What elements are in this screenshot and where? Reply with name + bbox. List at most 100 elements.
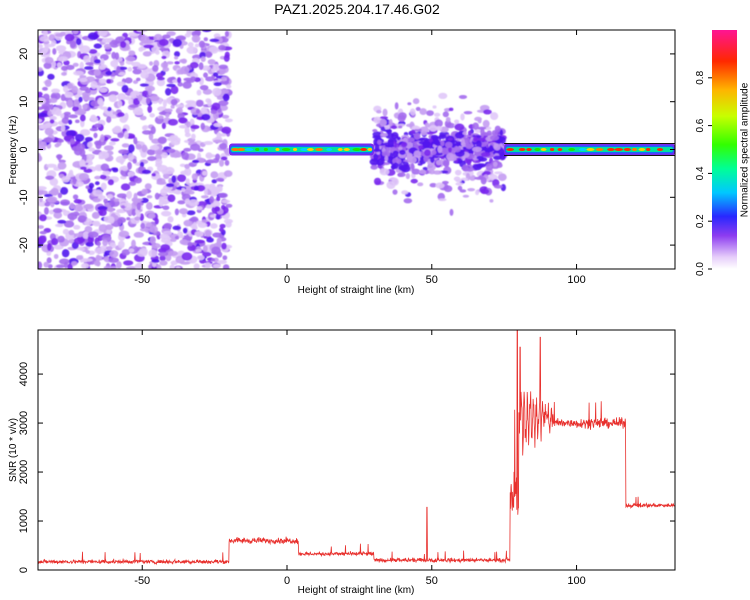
y-tick-label: 0	[18, 146, 30, 152]
noise-blob	[379, 118, 387, 127]
noise-blob	[177, 174, 187, 183]
noise-blob	[458, 94, 468, 99]
noise-blob	[136, 77, 141, 82]
noise-blob	[133, 192, 138, 202]
noise-blob	[84, 225, 93, 233]
noise-blob	[53, 253, 59, 259]
noise-blob	[78, 96, 83, 103]
noise-blob	[201, 30, 212, 33]
noise-blob	[496, 162, 503, 168]
noise-blob	[172, 38, 182, 47]
noise-blob	[398, 112, 407, 120]
noise-blob	[388, 119, 393, 127]
noise-blob	[134, 263, 142, 269]
noise-blob	[38, 97, 46, 105]
noise-blob	[167, 118, 179, 126]
noise-blob	[102, 170, 111, 176]
noise-blob	[111, 51, 117, 60]
noise-blob	[65, 64, 75, 70]
noise-blob	[393, 162, 399, 169]
noise-blob	[149, 225, 158, 234]
x-tick-label: 100	[567, 575, 585, 587]
noise-blob	[195, 109, 200, 114]
noise-blob	[94, 175, 102, 180]
noise-blob	[152, 64, 159, 72]
noise-blob	[59, 31, 66, 37]
noise-blob	[435, 182, 445, 189]
noise-blob	[120, 205, 126, 209]
noise-blob	[162, 205, 170, 210]
noise-blob	[158, 115, 164, 120]
noise-blob	[221, 76, 227, 82]
noise-blob	[46, 243, 52, 251]
noise-blob	[38, 44, 43, 49]
noise-blob	[90, 80, 98, 90]
noise-blob	[120, 183, 131, 191]
noise-blob	[140, 70, 149, 79]
noise-blob	[58, 56, 69, 62]
noise-blob	[194, 239, 205, 244]
noise-blob	[116, 65, 121, 74]
noise-blob	[222, 264, 230, 269]
noise-blob	[53, 211, 63, 219]
tone-peak	[586, 148, 595, 151]
noise-blob	[79, 114, 86, 122]
noise-blob	[218, 100, 229, 107]
noise-blob	[147, 87, 152, 96]
noise-blob	[56, 62, 62, 68]
noise-blob	[117, 100, 123, 108]
noise-blob	[98, 78, 107, 84]
noise-blob	[422, 166, 428, 171]
noise-blob	[103, 145, 114, 151]
noise-blob	[210, 171, 219, 179]
noise-blob	[121, 165, 129, 172]
noise-blob	[38, 196, 43, 203]
noise-blob	[73, 70, 84, 76]
noise-blob	[475, 189, 480, 196]
noise-blob	[127, 153, 135, 161]
noise-blob	[78, 173, 90, 181]
noise-blob	[44, 207, 49, 215]
noise-blob	[415, 106, 421, 111]
tone-peak	[656, 148, 664, 151]
noise-blob	[42, 86, 48, 91]
y-tick-label: 2000	[18, 460, 30, 484]
noise-blob	[132, 68, 142, 75]
noise-blob	[189, 143, 201, 151]
noise-blob	[214, 206, 221, 212]
noise-blob	[68, 169, 74, 176]
noise-blob	[66, 83, 74, 89]
noise-blob	[222, 93, 230, 102]
noise-blob	[480, 151, 491, 157]
noise-blob	[156, 181, 167, 185]
noise-blob	[167, 250, 178, 257]
colorbar-tick-label: 0.4	[695, 166, 706, 180]
noise-blob	[68, 114, 78, 119]
noise-blob	[107, 216, 115, 224]
noise-blob	[192, 222, 198, 229]
noise-blob	[155, 158, 163, 166]
noise-blob	[134, 216, 141, 221]
noise-blob	[184, 167, 192, 176]
noise-blob	[43, 137, 54, 143]
noise-blob	[87, 32, 99, 40]
snr-x-ticks: -50 0 50 100	[134, 330, 586, 587]
noise-blob	[62, 228, 70, 235]
noise-blob	[126, 217, 131, 221]
noise-blob	[108, 114, 118, 119]
noise-blob	[39, 35, 51, 42]
noise-blob	[85, 61, 94, 66]
noise-blob	[193, 263, 200, 269]
noise-blob	[440, 140, 445, 147]
noise-blob	[432, 105, 437, 109]
tone-peak	[534, 148, 541, 151]
noise-blob	[76, 143, 85, 152]
noise-blob	[88, 182, 95, 189]
noise-blob	[387, 140, 395, 148]
noise-blob	[46, 257, 52, 264]
noise-blob	[92, 197, 101, 203]
noise-blob	[406, 152, 413, 159]
noise-blob	[72, 194, 79, 200]
noise-blob	[413, 132, 421, 140]
noise-blob	[128, 181, 137, 186]
